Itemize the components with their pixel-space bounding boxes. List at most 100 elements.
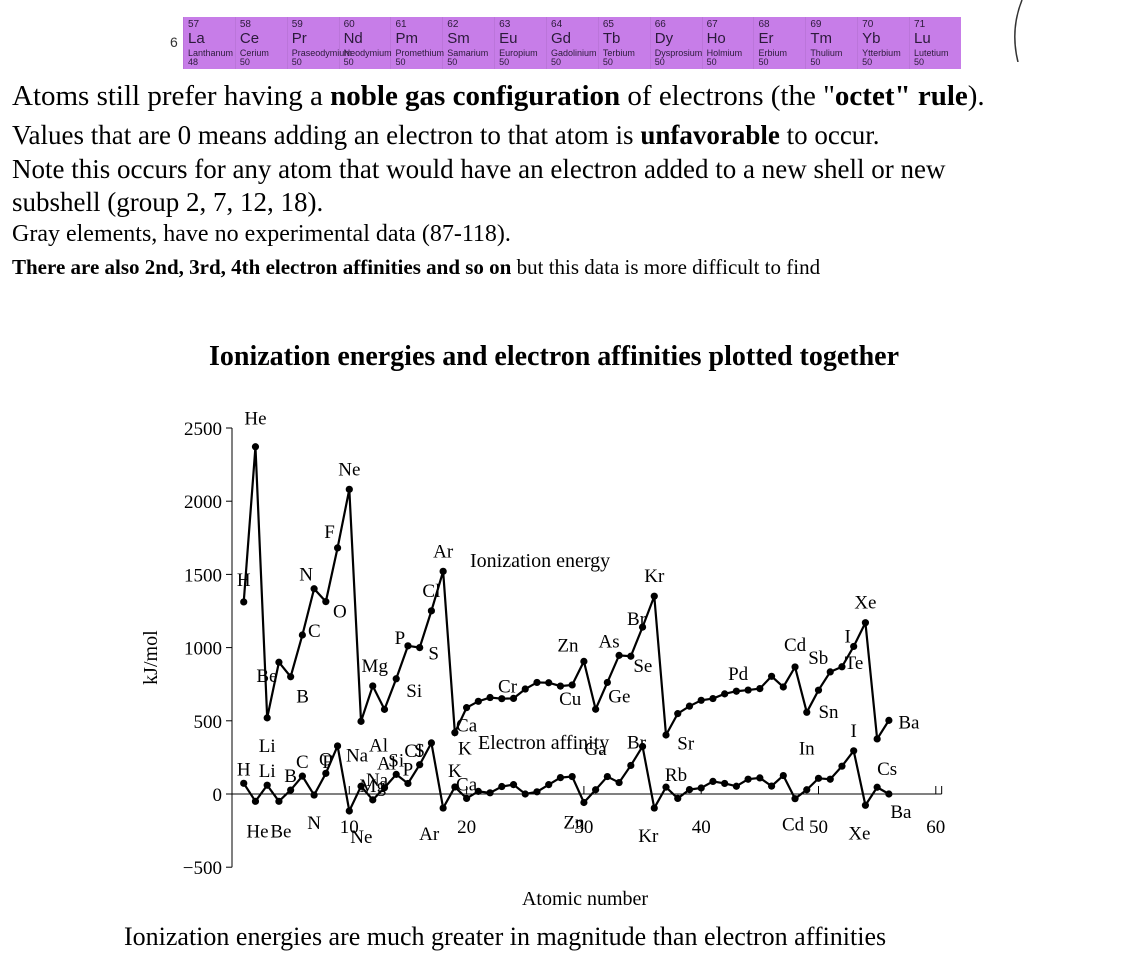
data-point: [709, 777, 717, 786]
element-cell-er[interactable]: 68 Er Erbium 50: [753, 17, 805, 69]
data-point: [627, 761, 635, 770]
data-point: [756, 684, 764, 693]
point-label-ie-f: F: [324, 522, 335, 543]
element-cell-ce[interactable]: 58 Ce Cerium 50: [234, 17, 287, 69]
element-name: Thulium: [810, 48, 843, 58]
period-row-label: 6: [170, 34, 178, 50]
data-point: [650, 804, 658, 812]
element-cell-lu[interactable]: 71 Lu Lutetium 50: [909, 17, 961, 69]
element-number: 59: [291, 19, 303, 30]
element-number: 64: [551, 19, 563, 30]
point-label-ie-ga: Ga: [585, 739, 608, 760]
element-symbol: Pr: [291, 30, 307, 47]
element-cell-sm[interactable]: 62 Sm Samarium 50: [442, 17, 494, 69]
data-point: [310, 585, 318, 593]
data-point: [509, 781, 518, 789]
element-number: 70: [862, 19, 874, 30]
element-cell-nd[interactable]: 60 Nd Neodymium 50: [338, 17, 392, 69]
element-count: 50: [551, 57, 562, 67]
data-point: [498, 695, 506, 703]
point-label-ie-pd: Pd: [728, 664, 749, 685]
element-count: 50: [602, 57, 613, 67]
point-label-ea-i: I: [851, 721, 857, 742]
data-point: [521, 790, 529, 798]
handwritten-parenthesis-mark: [1014, 0, 1023, 62]
data-point: [638, 742, 647, 751]
element-cell-ho[interactable]: 67 Ho Holmium 50: [701, 17, 754, 69]
x-axis-label: Atomic number: [522, 888, 648, 910]
point-label-ie-se: Se: [633, 656, 652, 677]
data-point: [650, 592, 658, 600]
data-point: [545, 781, 553, 789]
data-point: [638, 623, 647, 631]
data-point: [392, 770, 400, 778]
point-label-ie-kr: Kr: [644, 566, 665, 587]
element-name: Praseodymium: [291, 48, 352, 58]
point-label-ea-mg: Mg: [360, 776, 387, 797]
element-cell-pr[interactable]: 59 Pr Praseodymium 50: [286, 17, 352, 69]
electron-affinity-annotation: Electron affinity: [478, 732, 609, 754]
data-point: [263, 714, 271, 722]
point-label-ie-sn: Sn: [818, 702, 839, 723]
data-point: [850, 642, 858, 651]
data-point: [240, 598, 248, 606]
element-count: 50: [706, 57, 717, 67]
ionization-affinity-chart: −500 0 500 1000 1500 2000 2500 10 20 30 40 50 60 Atom…: [140, 409, 945, 910]
data-point: [486, 693, 494, 702]
data-point: [369, 682, 377, 690]
data-point: [451, 783, 459, 791]
element-cell-gd[interactable]: 64 Gd Gadolinium 50: [546, 17, 598, 69]
element-cell-yb[interactable]: 70 Yb Ytterbium 50: [857, 17, 909, 69]
element-symbol: Er: [758, 30, 774, 47]
data-point: [404, 779, 412, 788]
data-point: [767, 672, 776, 680]
element-cell-tb[interactable]: 65 Tb Terbium 50: [597, 17, 650, 69]
data-point: [697, 784, 705, 792]
point-label-ie-li: Li: [259, 736, 276, 757]
element-symbol: Ho: [706, 30, 726, 47]
data-point: [838, 762, 846, 770]
data-point: [885, 716, 893, 724]
data-point: [451, 729, 459, 737]
element-symbol: Ce: [239, 30, 260, 47]
element-cell-la[interactable]: 57 La Lanthanum 48: [183, 17, 235, 69]
element-cell-dy[interactable]: 66 Dy Dysprosium 50: [649, 17, 703, 69]
point-label-ie-c: C: [308, 621, 321, 642]
data-point: [380, 784, 389, 792]
lanthanide-strip: 57 La Lanthanum 48 58 Ce Cerium 50 59 Pr Praseodym…: [183, 17, 961, 69]
data-point: [498, 782, 506, 791]
point-label-ie-ar: Ar: [433, 541, 454, 562]
data-point: [861, 619, 870, 627]
element-cell-pm[interactable]: 61 Pm Promethium 50: [390, 17, 444, 69]
data-point: [439, 567, 447, 575]
element-number: 69: [810, 19, 822, 30]
data-point: [627, 652, 635, 660]
data-point: [615, 778, 623, 787]
element-name: Promethium: [395, 48, 444, 58]
element-cell-tm[interactable]: 69 Tm Thulium 50: [805, 17, 857, 69]
element-count: 50: [862, 57, 873, 67]
point-label-ea-k: K: [448, 761, 462, 782]
element-name: Ytterbium: [862, 48, 901, 58]
data-point: [814, 774, 823, 782]
element-name: Europium: [499, 48, 538, 58]
chart-title: Ionization energies and electron affinit…: [208, 341, 900, 372]
point-label-ea-zn: Zn: [563, 812, 585, 833]
element-symbol: Eu: [499, 30, 518, 47]
data-point: [662, 731, 670, 739]
element-cell-eu[interactable]: 63 Eu Europium 50: [494, 17, 546, 69]
y-axis-label: kJ/mol: [140, 630, 162, 685]
point-label-ie-b: B: [296, 687, 309, 708]
x-tick-label: 40: [692, 817, 711, 838]
y-tick-label: 500: [194, 712, 223, 733]
point-label-ea-ar: Ar: [419, 824, 440, 845]
data-point: [474, 697, 482, 705]
element-name: Gadolinium: [551, 48, 597, 58]
element-number: 63: [499, 19, 511, 30]
data-point: [439, 804, 447, 812]
element-number: 60: [343, 19, 355, 30]
data-point: [427, 739, 436, 747]
data-point: [814, 686, 823, 694]
element-name: Dysprosium: [654, 48, 703, 58]
point-label-ea-s: S: [414, 741, 425, 762]
